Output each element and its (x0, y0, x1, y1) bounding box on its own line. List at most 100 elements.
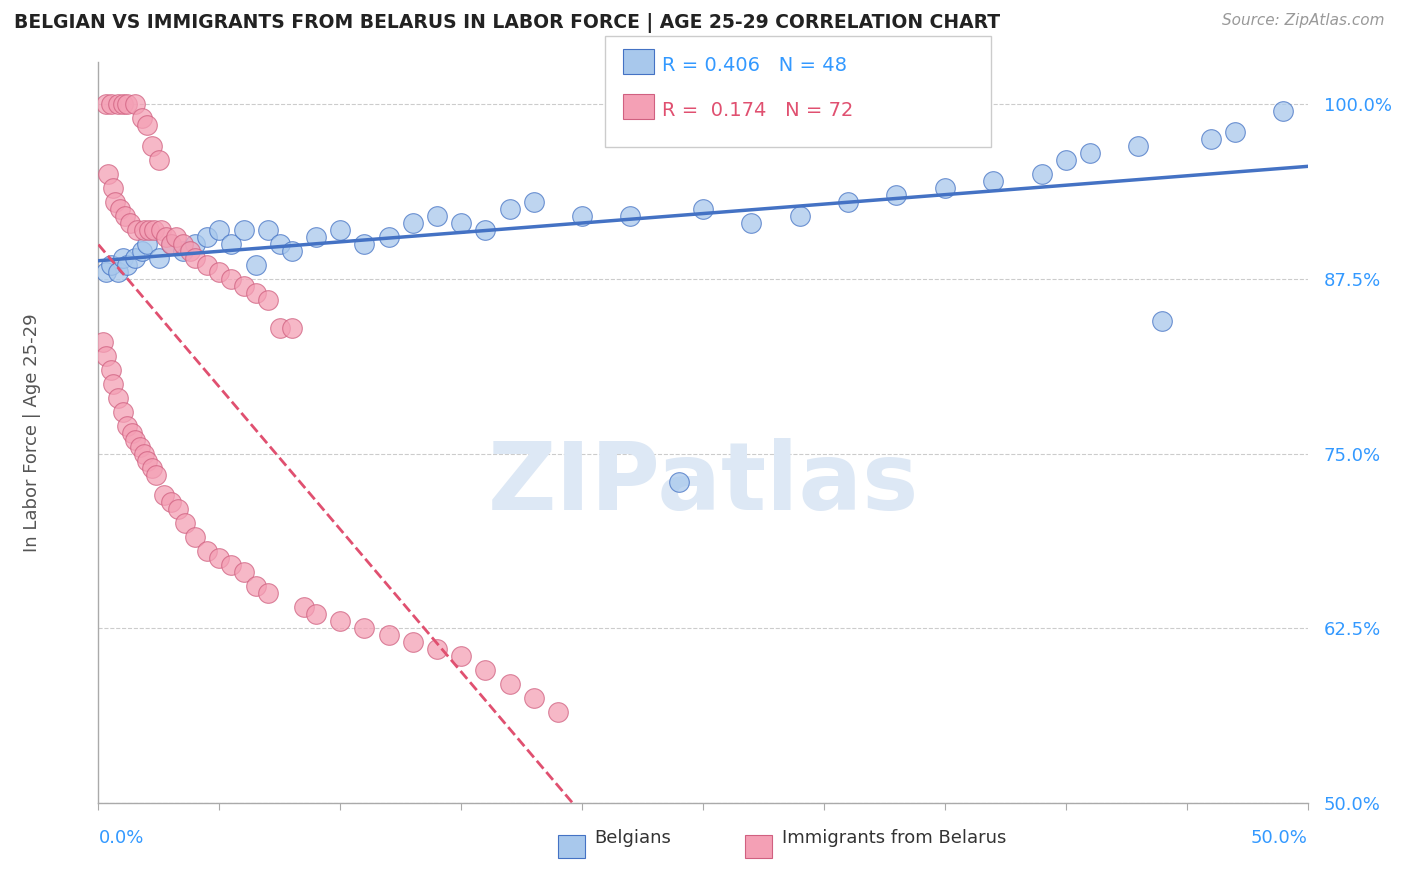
Point (111, 405, 134, 419)
Point (450, 216, 472, 230)
Point (402, 635, 425, 649)
Point (174, 516, 197, 531)
Text: R =  0.174   N = 72: R = 0.174 N = 72 (662, 101, 853, 120)
Point (104, 195, 127, 210)
Point (1223, 125, 1246, 139)
Point (141, 139, 163, 153)
Point (101, 181, 124, 195)
Point (837, 195, 859, 210)
Point (152, 488, 174, 502)
Point (668, 475, 690, 489)
Point (131, 112, 153, 126)
Point (111, 251, 134, 265)
Point (1199, 132, 1222, 146)
Point (305, 230, 328, 244)
Bar (558, 835, 585, 858)
Point (256, 586, 278, 600)
Point (128, 440, 150, 454)
Point (135, 118, 157, 132)
Point (426, 642, 449, 657)
Point (450, 649, 472, 664)
Point (184, 530, 207, 544)
Point (221, 237, 243, 252)
Point (523, 691, 546, 706)
Point (256, 223, 278, 237)
Point (232, 566, 254, 580)
Point (107, 265, 129, 279)
Point (498, 677, 520, 691)
Point (281, 244, 304, 258)
Point (117, 418, 139, 433)
Point (245, 285, 267, 300)
Point (474, 223, 496, 237)
Point (245, 258, 267, 272)
Point (789, 209, 811, 223)
Point (232, 223, 254, 237)
Point (208, 265, 231, 279)
Point (353, 621, 375, 635)
Point (172, 244, 194, 258)
Point (474, 663, 496, 677)
Point (94, 265, 117, 279)
Point (221, 558, 243, 573)
Point (117, 97, 139, 112)
Point (184, 237, 207, 252)
Point (547, 705, 569, 719)
Point (114, 209, 136, 223)
Text: ZIPatlas: ZIPatlas (488, 439, 918, 531)
Point (195, 258, 218, 272)
Point (353, 237, 375, 252)
Point (377, 230, 399, 244)
Point (740, 216, 762, 230)
Bar (745, 835, 772, 858)
Point (124, 97, 146, 112)
Point (208, 223, 231, 237)
Point (329, 223, 352, 237)
Point (208, 551, 231, 566)
Point (111, 97, 134, 112)
Point (179, 244, 201, 258)
Point (100, 97, 122, 112)
Point (101, 376, 124, 391)
Point (184, 251, 207, 265)
Point (269, 237, 291, 252)
Point (100, 363, 122, 377)
Point (1128, 139, 1150, 153)
Point (692, 202, 714, 216)
Point (97, 167, 120, 181)
Point (138, 223, 160, 237)
Text: Immigrants from Belarus: Immigrants from Belarus (782, 830, 1005, 847)
Point (134, 446, 156, 460)
Point (281, 321, 304, 335)
Point (377, 628, 399, 642)
Point (131, 244, 153, 258)
Point (160, 237, 183, 252)
Point (134, 223, 156, 237)
Point (221, 272, 243, 286)
Point (117, 258, 139, 272)
Point (143, 223, 166, 237)
Text: 50.0%: 50.0% (1251, 829, 1308, 847)
Text: Source: ZipAtlas.com: Source: ZipAtlas.com (1222, 13, 1385, 29)
Point (523, 195, 546, 210)
Point (124, 433, 146, 447)
Point (148, 251, 170, 265)
Point (155, 230, 177, 244)
Point (165, 230, 187, 244)
Text: R = 0.406   N = 48: R = 0.406 N = 48 (662, 56, 848, 75)
Text: In Labor Force | Age 25-29: In Labor Force | Age 25-29 (22, 313, 41, 552)
Point (1078, 146, 1101, 161)
Point (135, 237, 157, 252)
Point (402, 216, 425, 230)
Point (108, 202, 131, 216)
Point (1031, 167, 1053, 181)
Point (167, 502, 190, 516)
Point (100, 258, 122, 272)
Point (91, 334, 114, 349)
Point (141, 460, 163, 475)
Point (1054, 153, 1077, 168)
Text: BELGIAN VS IMMIGRANTS FROM BELARUS IN LABOR FORCE | AGE 25-29 CORRELATION CHART: BELGIAN VS IMMIGRANTS FROM BELARUS IN LA… (14, 13, 1000, 33)
Point (329, 614, 352, 628)
Point (886, 188, 908, 202)
Point (94, 97, 117, 112)
